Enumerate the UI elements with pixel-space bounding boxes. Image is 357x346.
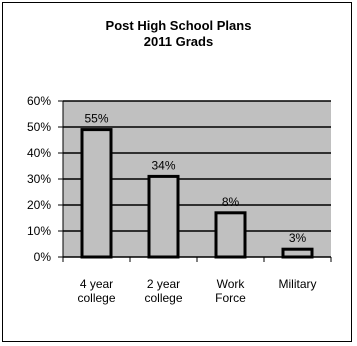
chart-title-line-1: Post High School Plans	[105, 18, 252, 33]
y-tick-label: 30%	[27, 172, 51, 186]
category-label: Military	[279, 277, 317, 291]
bar	[214, 211, 247, 259]
y-tick-label: 10%	[27, 224, 51, 238]
data-label: 8%	[222, 195, 240, 209]
data-label: 55%	[84, 112, 108, 126]
category-label: 4 year	[80, 277, 113, 291]
y-tick-label: 60%	[27, 94, 51, 108]
y-tick-label: 50%	[27, 120, 51, 134]
data-label: 34%	[151, 158, 175, 172]
y-tick-label: 0%	[34, 250, 52, 264]
category-label: Work	[217, 277, 246, 291]
category-label: 2 year	[147, 277, 180, 291]
category-label: Force	[215, 291, 246, 305]
y-tick-label: 40%	[27, 146, 51, 160]
chart-title-line-2: 2011 Grads	[143, 34, 214, 49]
bar	[281, 247, 314, 259]
category-label: college	[77, 291, 115, 305]
data-label: 3%	[289, 231, 307, 245]
chart-title: Post High School Plans 2011 Grads	[0, 18, 357, 50]
bar	[147, 174, 180, 259]
category-label: college	[144, 291, 182, 305]
y-tick-label: 20%	[27, 198, 51, 212]
bar	[80, 128, 113, 259]
